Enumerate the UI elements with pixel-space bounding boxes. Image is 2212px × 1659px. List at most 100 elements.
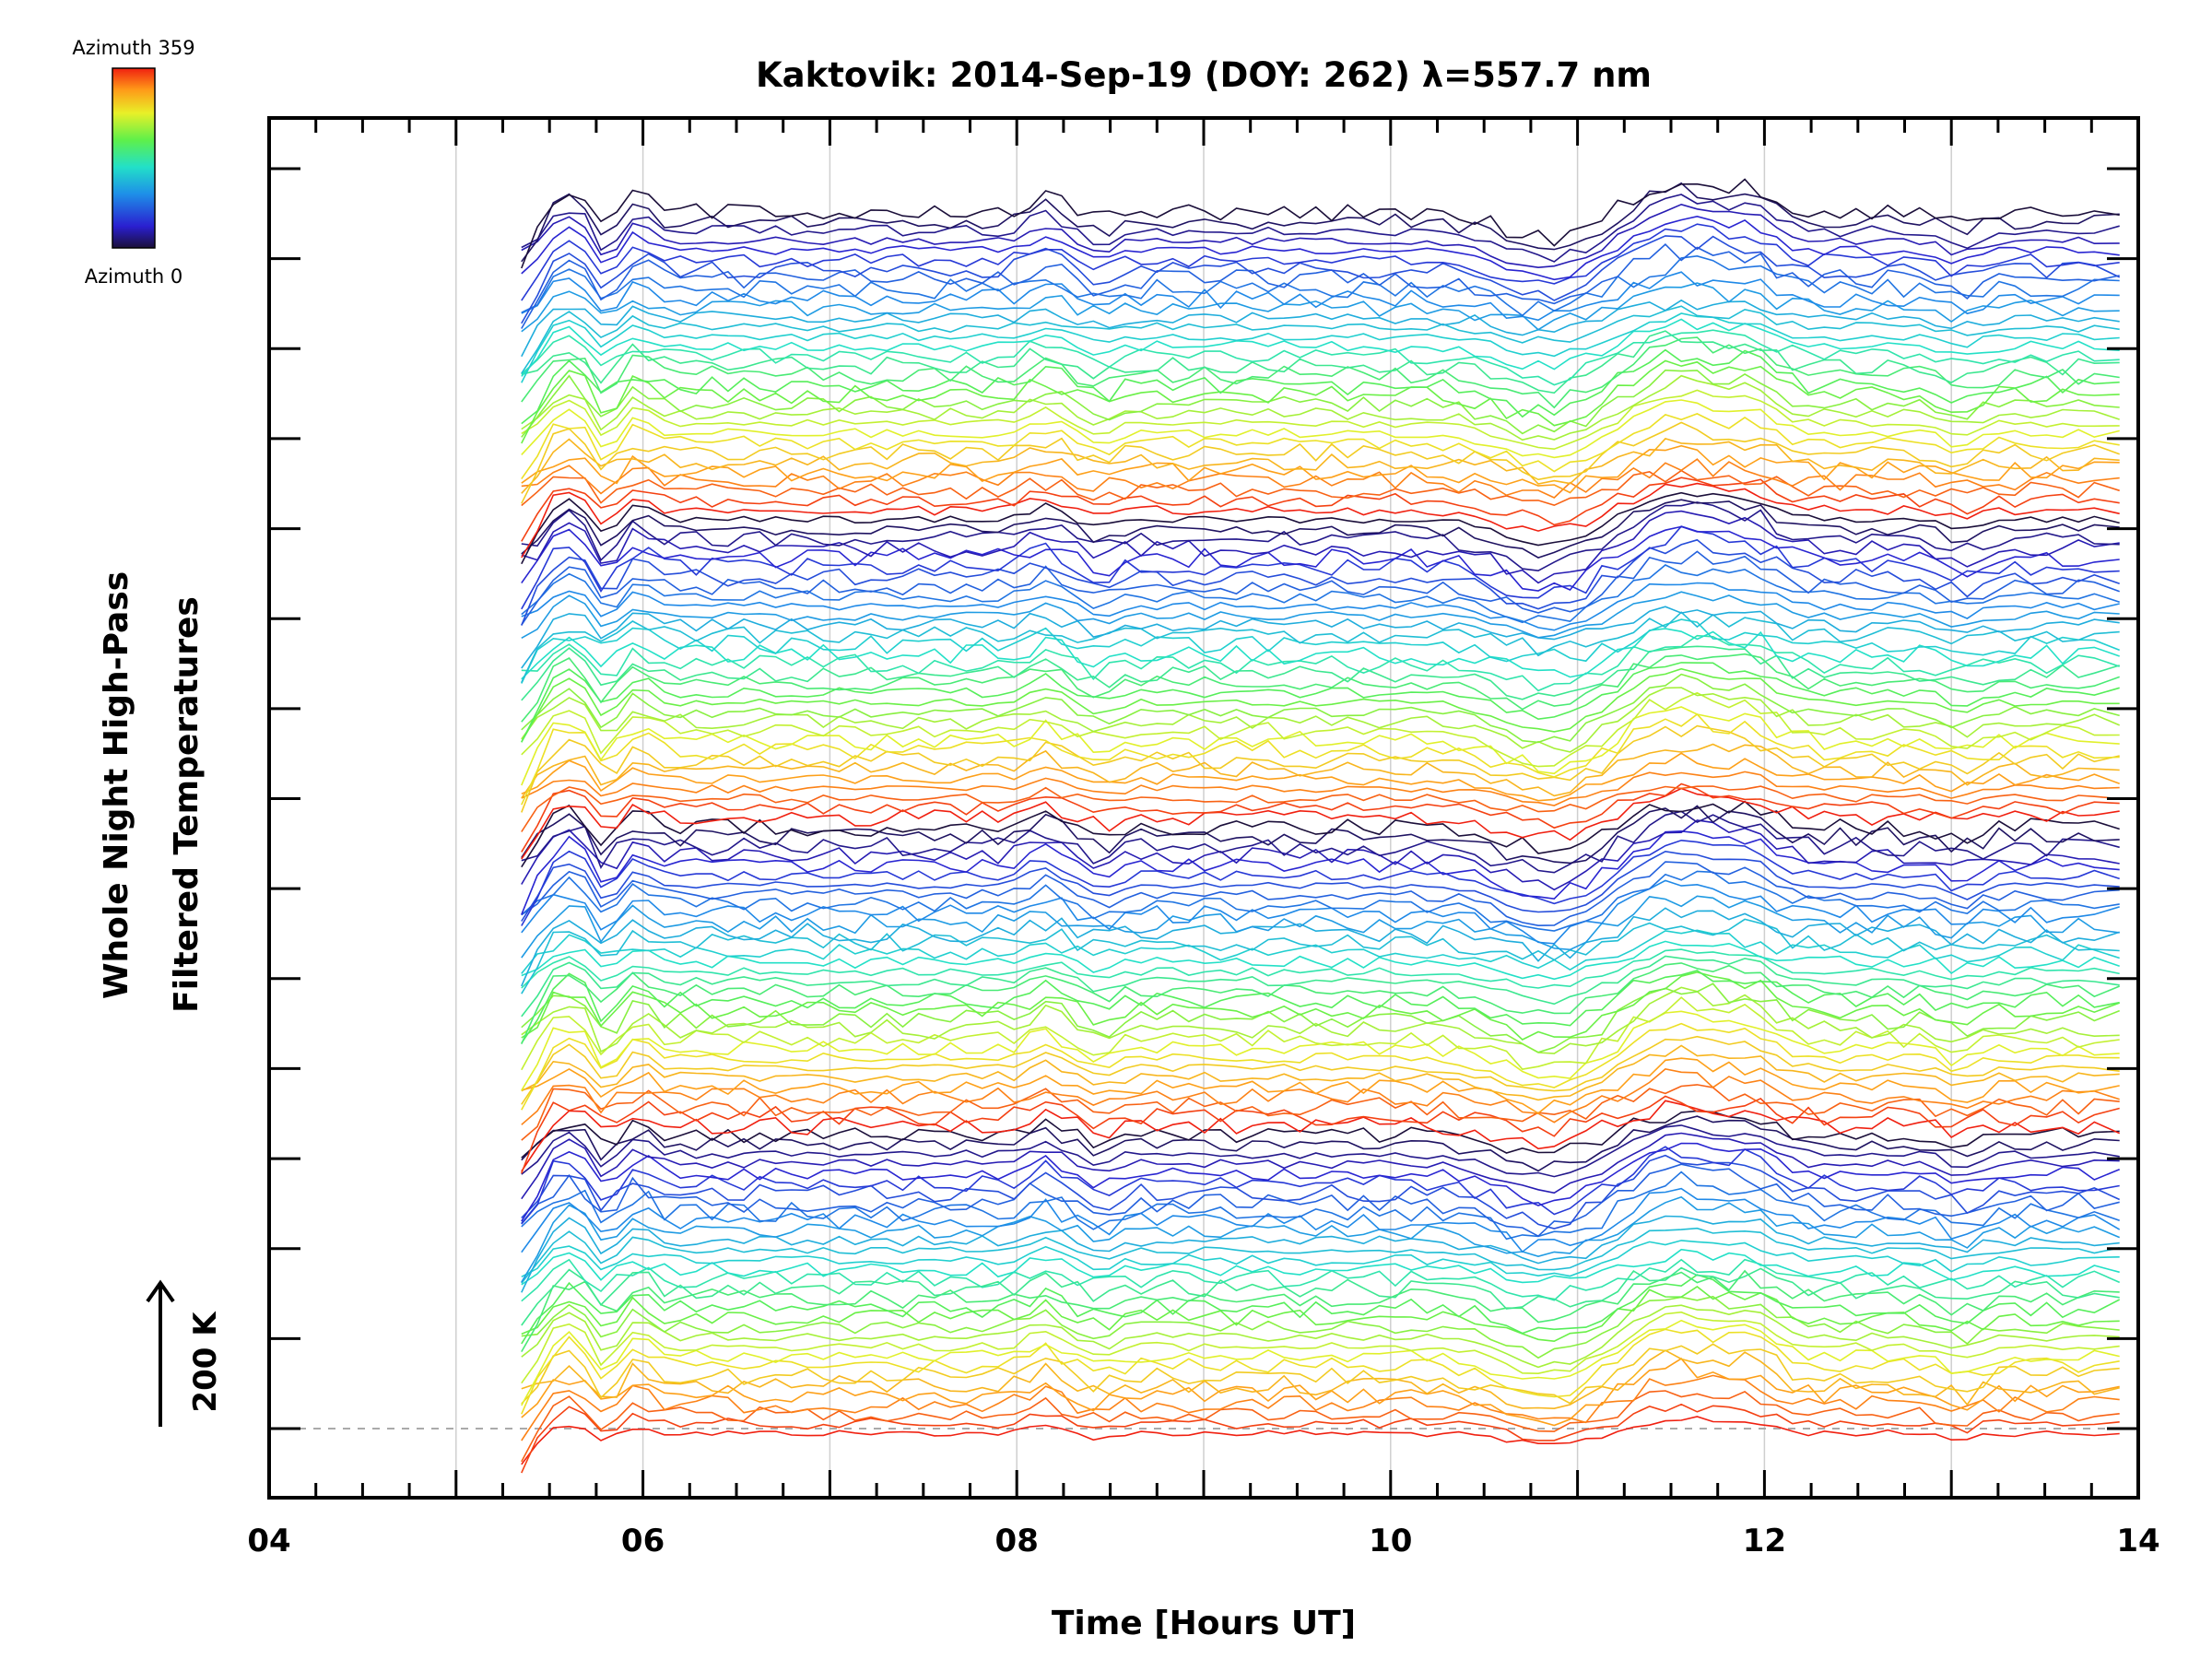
colorbar [112,67,156,249]
series-line-8 [521,1319,2120,1406]
series-line-22 [521,1187,2121,1253]
x-tick-label-08: 08 [995,1523,1039,1559]
series-line-120 [521,242,2120,329]
series-line-10 [521,1304,2120,1369]
series-line-119 [521,254,2120,317]
scale-bar-arrowhead [146,1279,175,1303]
series-line-94 [521,499,2120,559]
series-line-4 [521,1358,2120,1427]
series-line-77 [521,662,2120,743]
series-line-100 [521,444,2120,494]
series-line-106 [521,374,2120,441]
series-line-62 [521,805,2120,865]
series-line-12 [521,1286,2120,1343]
series-line-101 [521,437,2120,494]
series-line-9 [521,1311,2120,1384]
series-line-91 [521,525,2120,592]
series-line-42 [521,986,2120,1054]
x-tick-label-04: 04 [247,1523,290,1559]
series-line-6 [521,1343,2120,1405]
x-tick-label-12: 12 [1743,1523,1786,1559]
series-line-63 [521,800,2120,868]
series-line-13 [521,1274,2121,1345]
series-line-90 [521,525,2120,610]
series-line-111 [521,330,2120,394]
series-line-83 [521,611,2120,683]
series-line-47 [521,955,2120,1018]
y-axis-label-line1: Whole Night High-Pass [98,571,135,999]
series-line-33 [521,1095,2120,1174]
series-line-55 [521,870,2120,932]
series-line-30 [521,1115,2120,1172]
series-line-107 [521,369,2120,438]
series-line-97 [521,477,2120,542]
series-line-122 [521,223,2120,301]
series-group [521,178,2121,1474]
series-line-80 [521,634,2120,692]
series-line-76 [521,667,2120,743]
series-line-19 [521,1227,2120,1284]
series-line-79 [521,645,2120,701]
series-line-24 [521,1163,2120,1238]
series-line-114 [521,312,2120,383]
series-line-29 [521,1124,2120,1178]
series-line-123 [521,215,2120,281]
series-line-104 [521,399,2120,459]
y-axis-label-line2: Filtered Temperatures [168,596,206,1013]
series-line-70 [521,724,2120,813]
series-line-108 [521,359,2120,444]
series-line-112 [521,329,2120,386]
series-line-20 [521,1215,2120,1293]
series-line-16 [521,1258,2121,1302]
series-line-2 [521,1390,2120,1463]
series-line-88 [521,550,2120,626]
series-line-73 [521,691,2120,768]
series-line-67 [521,771,2120,806]
series-line-127 [521,178,2120,269]
series-line-71 [521,712,2120,806]
series-line-66 [521,785,2120,832]
series-line-125 [521,194,2120,263]
series-line-75 [521,673,2120,744]
scale-bar-label: 200 K [187,1311,224,1413]
series-line-39 [521,1022,2120,1111]
series-line-93 [521,501,2120,572]
series-line-92 [521,510,2120,584]
series-line-126 [521,182,2120,263]
series-line-0 [521,1416,2120,1465]
series-line-96 [521,482,2120,559]
series-line-95 [521,491,2120,565]
series-line-32 [521,1100,2121,1172]
series-line-89 [521,538,2120,626]
series-line-53 [521,895,2120,959]
series-line-49 [521,940,2120,981]
series-line-25 [521,1154,2121,1230]
x-tick-label-06: 06 [621,1523,665,1559]
series-line-82 [521,618,2120,684]
series-line-40 [521,1010,2120,1091]
series-line-27 [521,1142,2121,1222]
series-line-23 [521,1171,2120,1241]
series-line-78 [521,653,2120,723]
series-line-115 [521,305,2120,374]
series-line-34 [521,1084,2120,1141]
series-line-52 [521,907,2120,987]
series-line-65 [521,782,2120,853]
series-line-56 [521,861,2120,927]
series-line-21 [521,1195,2121,1283]
series-line-58 [521,839,2120,926]
series-line-28 [521,1132,2120,1200]
series-line-26 [521,1146,2120,1225]
series-line-121 [521,235,2121,324]
series-line-68 [521,752,2120,802]
series-line-60 [521,819,2120,891]
axis-ticks: 04 06 08 10 12 14 [247,118,2160,1559]
series-line-98 [521,469,2120,507]
series-line-43 [521,982,2120,1053]
series-line-7 [521,1328,2120,1415]
series-line-36 [521,1057,2120,1114]
series-line-118 [521,271,2120,322]
series-line-86 [521,582,2120,631]
series-line-61 [521,810,2120,874]
